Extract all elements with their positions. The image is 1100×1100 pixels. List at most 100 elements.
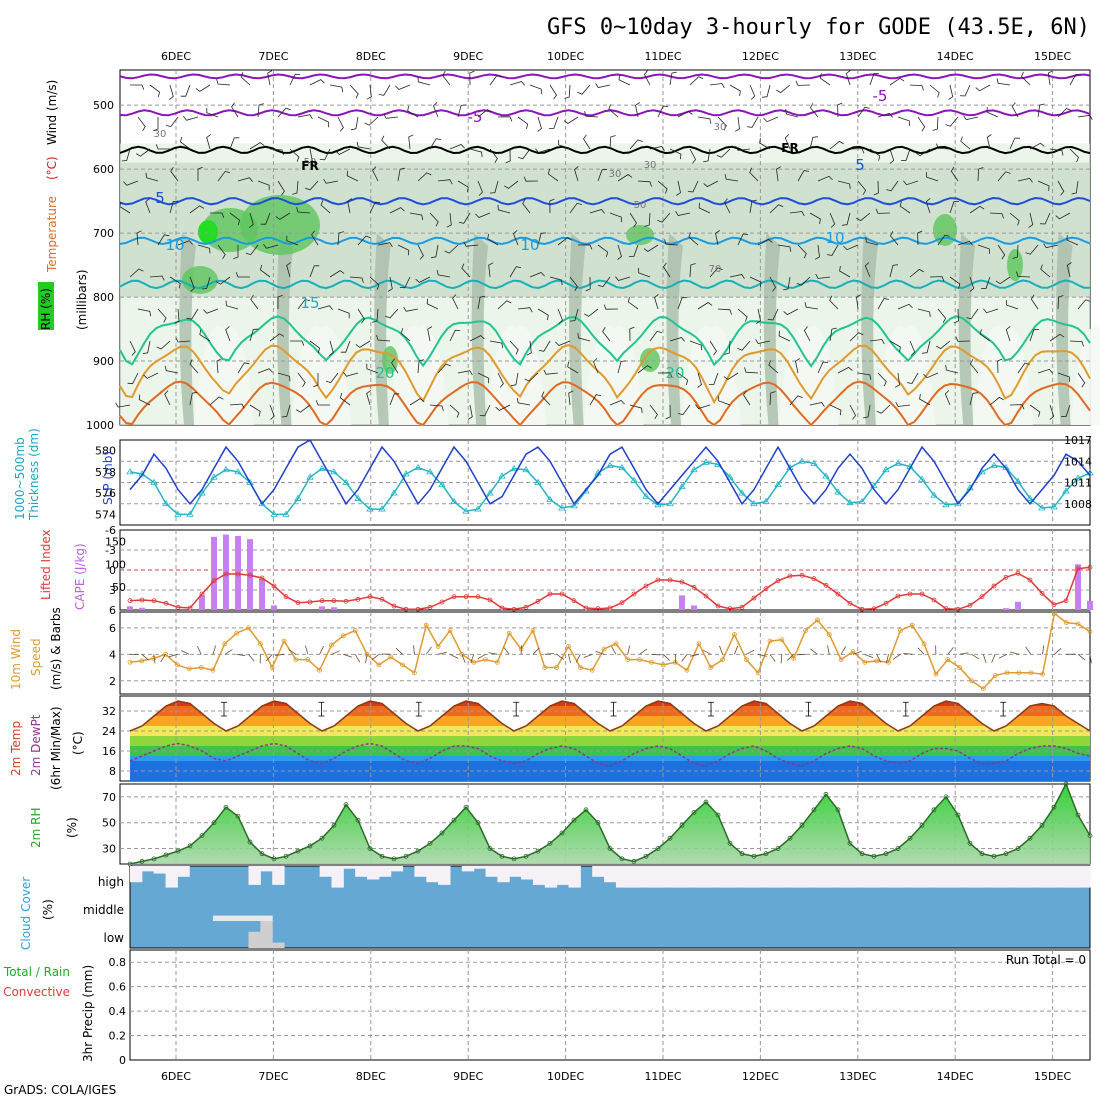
bottom-date-label: 7DEC bbox=[258, 1070, 288, 1083]
cloud-high-gap bbox=[367, 866, 379, 880]
temp-panel: 3224168 2m Temp 2m DewPt (6hr Min/Max) (… bbox=[9, 696, 1090, 790]
cloud-high-gap bbox=[912, 866, 924, 888]
precip-tick: 0.4 bbox=[109, 1005, 127, 1018]
pressure-tick: 900 bbox=[93, 355, 114, 368]
cloud-high-gap bbox=[426, 866, 438, 882]
cape-tick: 150 bbox=[105, 535, 126, 548]
temp-ticks: 3224168 bbox=[102, 705, 116, 778]
bottom-date-label: 14DEC bbox=[937, 1070, 974, 1083]
slp-panel: 5805785765741017101410111008 1000~500mb … bbox=[13, 428, 1093, 525]
cloud-high-gap bbox=[841, 866, 853, 888]
cloud-unit-label: (%) bbox=[41, 899, 55, 920]
cloud-high-gap bbox=[616, 866, 628, 888]
cloud-high-gap bbox=[817, 866, 829, 888]
cape-bar bbox=[691, 605, 697, 610]
cloud-high-gap bbox=[995, 866, 1007, 888]
rh2m-tick: 30 bbox=[102, 843, 116, 856]
temp-tick: 16 bbox=[102, 745, 116, 758]
wind10-label: 10m Wind bbox=[9, 629, 23, 690]
cloud-high-gap bbox=[320, 866, 332, 877]
cloud-high-gap bbox=[948, 866, 960, 888]
cloud-level-bar bbox=[213, 916, 225, 921]
cape-bar bbox=[127, 606, 133, 610]
contour-label: 50 bbox=[634, 200, 647, 211]
contour-label: FR bbox=[301, 159, 318, 173]
cloud-high-gap bbox=[545, 866, 557, 888]
top-date-label: 15DEC bbox=[1034, 50, 1071, 63]
rh-humid-patch bbox=[626, 225, 654, 245]
pressure-tick: 600 bbox=[93, 163, 114, 176]
cloud-high-gap bbox=[675, 866, 687, 888]
slp-tick: 1017 bbox=[1064, 434, 1092, 447]
precip-panel: 0.80.60.40.20 Run Total = 0 Total / Rain… bbox=[3, 950, 1090, 1067]
meteogram: GFS 0~10day 3-hourly for GODE (43.5E, 6N… bbox=[0, 0, 1100, 1100]
cloud-high-gap bbox=[877, 866, 889, 888]
bottom-date-label: 8DEC bbox=[356, 1070, 386, 1083]
cloud-high-gap bbox=[782, 866, 794, 888]
top-date-label: 10DEC bbox=[547, 50, 584, 63]
contour-label: 20 bbox=[375, 364, 394, 382]
upper-panel: -5-55510 10 101520 2030303030505070FRFR 500… bbox=[38, 70, 1100, 432]
bottom-date-label: 11DEC bbox=[644, 1070, 681, 1083]
slp-tick: 1014 bbox=[1064, 455, 1092, 468]
cloud-high-gap bbox=[900, 866, 912, 888]
temp-unit-label: (°C) bbox=[71, 731, 85, 755]
cloud-high-gap bbox=[936, 866, 948, 888]
cape-bar bbox=[1003, 608, 1009, 610]
top-date-labels: 6DEC 7DEC 8DEC 9DEC 10DEC 11DEC 12DEC 13DEC 14DE… bbox=[161, 50, 1072, 63]
top-date-label: 8DEC bbox=[356, 50, 386, 63]
cloud-high-gap bbox=[924, 866, 936, 888]
cloud-level-bar bbox=[272, 943, 284, 948]
lifted-index-label: Lifted Index bbox=[39, 529, 53, 600]
precip-unit-label: 3hr Precip (mm) bbox=[81, 965, 95, 1062]
rh2m-tick: 50 bbox=[102, 817, 116, 830]
cloud-level-bar bbox=[260, 921, 272, 948]
thickness-tick: 574 bbox=[95, 508, 116, 521]
cape-bar bbox=[259, 579, 265, 610]
cloud-high-gap bbox=[379, 866, 391, 877]
rh2m-unit-label: (%) bbox=[65, 817, 79, 838]
top-date-label: 11DEC bbox=[644, 50, 681, 63]
contour-label: -5 bbox=[873, 87, 888, 105]
bottom-date-label: 9DEC bbox=[453, 1070, 483, 1083]
bottom-date-label: 12DEC bbox=[742, 1070, 779, 1083]
contour-label: 30 bbox=[609, 169, 622, 180]
cape-bar bbox=[319, 606, 325, 610]
dewpt-label: 2m DewPt bbox=[29, 714, 43, 776]
cloud-high-gap bbox=[628, 866, 640, 888]
cloud-panel: high middle low Cloud Cover (%) bbox=[19, 866, 1091, 950]
cloud-high-gap bbox=[1007, 866, 1019, 888]
temperature-unit-label: (°C) bbox=[45, 156, 59, 180]
wind-tick: 2 bbox=[109, 675, 116, 688]
rh2m-panel: 705030 2m RH (%) bbox=[29, 782, 1092, 866]
cloud-high-gap bbox=[331, 866, 343, 888]
pressure-tick: 800 bbox=[93, 291, 114, 304]
contour-label: 30 bbox=[644, 160, 657, 171]
top-date-label: 13DEC bbox=[839, 50, 876, 63]
slp-label: SLP (mb) bbox=[101, 451, 115, 505]
cloud-high-gap bbox=[521, 866, 533, 880]
cloud-high-gap bbox=[1031, 866, 1043, 888]
thickness-unit-label: Thickness (dm) bbox=[27, 428, 41, 521]
pressure-tick: 700 bbox=[93, 227, 114, 240]
cloud-high-gap bbox=[260, 866, 272, 871]
wind-label: Wind (m/s) bbox=[45, 80, 59, 145]
cloud-high-gap bbox=[983, 866, 995, 888]
rh2m-label: 2m RH bbox=[29, 808, 43, 849]
cloud-high-gap bbox=[391, 866, 403, 871]
top-date-label: 9DEC bbox=[453, 50, 483, 63]
top-date-label: 6DEC bbox=[161, 50, 191, 63]
cape-tick: 50 bbox=[112, 581, 126, 594]
contour-label: 5 bbox=[155, 189, 165, 207]
cape-bar bbox=[271, 605, 277, 610]
top-date-label: 7DEC bbox=[258, 50, 288, 63]
contour-label: 30 bbox=[154, 129, 167, 140]
wind-panel: 642 10m Wind Speed (m/s) & Barbs bbox=[9, 607, 1092, 694]
temperature-label: Temperature bbox=[45, 196, 59, 273]
contour-label: 10 bbox=[825, 229, 844, 247]
cloud-middle-label: middle bbox=[83, 903, 124, 917]
cloud-high-gap bbox=[651, 866, 663, 888]
cloud-level-bar bbox=[249, 932, 261, 948]
cloud-high-gap bbox=[687, 866, 699, 888]
cloud-high-gap bbox=[509, 866, 521, 877]
